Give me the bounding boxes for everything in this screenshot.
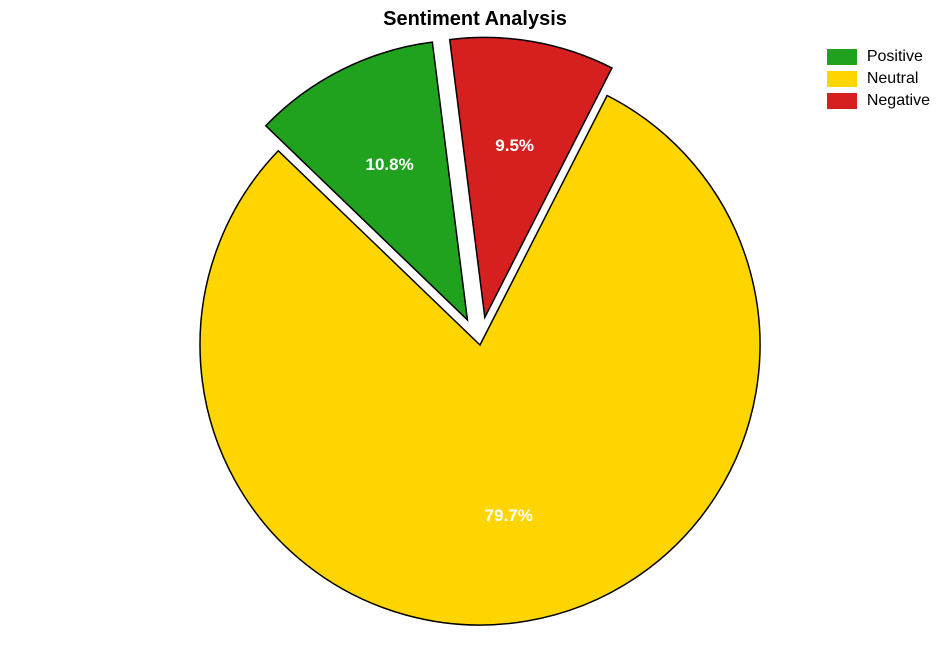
slice-label: 9.5%: [495, 136, 534, 156]
pie-svg: [0, 0, 950, 662]
slice-label: 79.7%: [485, 506, 533, 526]
legend-swatch: [827, 71, 857, 87]
legend: Positive Neutral Negative: [827, 48, 930, 114]
legend-item: Positive: [827, 48, 930, 66]
legend-swatch: [827, 93, 857, 109]
legend-item: Negative: [827, 92, 930, 110]
legend-item: Neutral: [827, 70, 930, 88]
legend-label: Negative: [867, 92, 930, 110]
legend-swatch: [827, 49, 857, 65]
legend-label: Positive: [867, 48, 923, 66]
pie-chart: Sentiment Analysis PositiveNeutralNegati…: [0, 0, 950, 662]
slice-label: 10.8%: [365, 155, 413, 175]
legend-label: Neutral: [867, 70, 919, 88]
